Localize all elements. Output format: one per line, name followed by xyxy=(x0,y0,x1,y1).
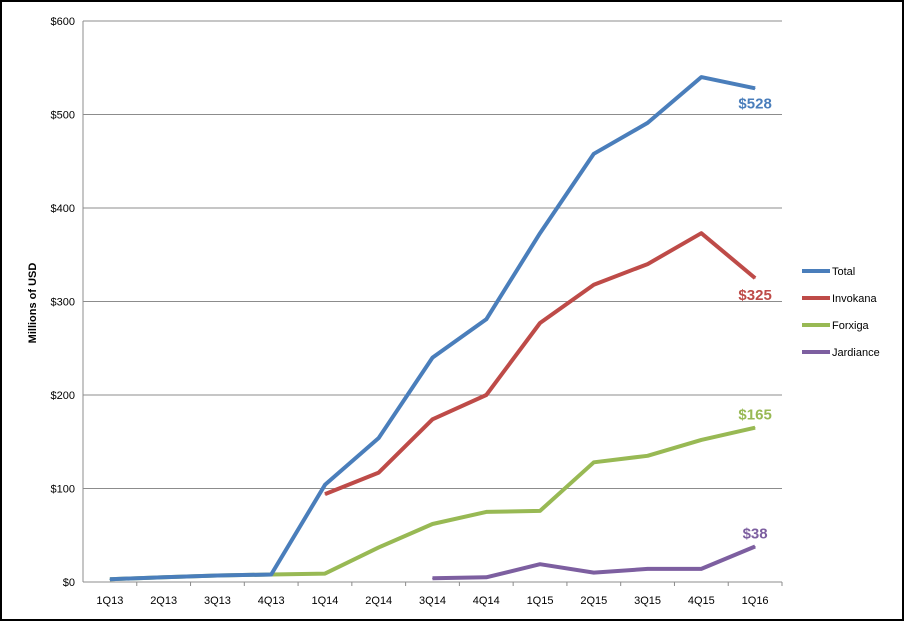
y-tick-label: $200 xyxy=(51,390,75,402)
data-point-total xyxy=(432,357,433,359)
data-point-forxiga xyxy=(593,461,595,463)
x-tick-label: 2Q15 xyxy=(580,595,607,607)
series-line-total xyxy=(109,75,756,582)
x-tick-label: 1Q13 xyxy=(96,595,123,607)
data-point-jardiance xyxy=(593,572,595,574)
data-point-jardiance xyxy=(700,568,702,570)
end-label-invokana: $325 xyxy=(738,287,771,304)
y-tick-label: $500 xyxy=(51,110,75,122)
x-tick-label: 1Q14 xyxy=(312,595,339,607)
x-tick-label: 3Q15 xyxy=(634,595,661,607)
x-tick-label: 1Q15 xyxy=(527,595,554,607)
data-point-invokana xyxy=(647,263,649,265)
series-line-jardiance xyxy=(432,544,756,581)
data-point-invokana xyxy=(324,493,326,495)
data-point-total xyxy=(700,76,702,78)
x-tick-label: 3Q13 xyxy=(204,595,231,607)
y-tick-label: $300 xyxy=(51,297,75,309)
data-point-forxiga xyxy=(432,523,433,525)
x-tick-label: 4Q14 xyxy=(473,595,500,607)
data-point-invokana xyxy=(754,277,756,279)
y-tick-labels: $0 $100 $200 $300 $400 $500 $600 xyxy=(51,16,75,589)
series-lines xyxy=(109,75,757,582)
y-tick-label: $100 xyxy=(51,484,75,496)
data-point-forxiga xyxy=(324,573,326,575)
data-point-total xyxy=(109,578,111,580)
end-label-jardiance: $38 xyxy=(743,525,768,542)
series-line-forxiga xyxy=(109,425,756,582)
data-point-jardiance xyxy=(539,563,541,565)
legend-label-total: Total xyxy=(832,266,855,278)
data-point-total xyxy=(324,484,326,486)
gridlines xyxy=(83,20,782,489)
data-point-forxiga xyxy=(378,546,380,548)
data-point-total xyxy=(539,232,541,234)
legend-label-invokana: Invokana xyxy=(832,293,878,305)
data-point-total xyxy=(485,318,487,320)
data-point-invokana xyxy=(700,232,702,234)
axes xyxy=(82,21,782,583)
data-point-forxiga xyxy=(485,511,487,513)
end-labels: $528 $325 $165 $38 xyxy=(738,95,771,542)
x-tick-label: 2Q13 xyxy=(150,595,177,607)
x-tick-label: 1Q16 xyxy=(742,595,769,607)
data-point-forxiga xyxy=(700,439,702,441)
data-point-total xyxy=(163,576,165,578)
x-tick-label: 3Q14 xyxy=(419,595,446,607)
data-point-forxiga xyxy=(647,455,649,457)
data-point-invokana xyxy=(378,472,380,474)
data-point-invokana xyxy=(485,394,487,396)
legend-label-forxiga: Forxiga xyxy=(832,320,870,332)
end-label-forxiga: $165 xyxy=(738,407,771,424)
data-point-jardiance xyxy=(485,576,487,578)
y-tick-label: $400 xyxy=(51,203,75,215)
end-label-total: $528 xyxy=(738,95,771,112)
data-point-jardiance xyxy=(432,577,433,579)
data-point-forxiga xyxy=(754,427,756,429)
x-tick-label: 4Q13 xyxy=(258,595,285,607)
data-point-total xyxy=(593,153,595,155)
legend: Total Invokana Forxiga Jardiance xyxy=(802,266,880,359)
y-tick-label: $600 xyxy=(51,16,75,28)
series-line-invokana xyxy=(324,231,757,496)
data-point-total xyxy=(647,122,649,124)
data-point-invokana xyxy=(539,322,541,324)
data-point-total xyxy=(378,437,380,439)
data-point-jardiance xyxy=(647,568,649,570)
data-point-jardiance xyxy=(754,545,756,547)
data-point-invokana xyxy=(593,284,595,286)
x-tick-label: 2Q14 xyxy=(365,595,392,607)
x-tick-labels: 1Q13 2Q13 3Q13 4Q13 1Q14 2Q14 3Q14 4Q14 1Q15 2Q15… xyxy=(96,582,783,607)
data-point-total xyxy=(216,574,218,576)
data-point-total xyxy=(754,87,756,89)
x-tick-label: 4Q15 xyxy=(688,595,715,607)
data-point-invokana xyxy=(432,418,433,420)
y-tick-label: $0 xyxy=(63,577,75,589)
legend-label-jardiance: Jardiance xyxy=(832,347,880,359)
data-point-forxiga xyxy=(539,510,541,512)
data-point-total xyxy=(270,574,272,576)
y-axis-label: Millions of USD xyxy=(27,263,39,344)
